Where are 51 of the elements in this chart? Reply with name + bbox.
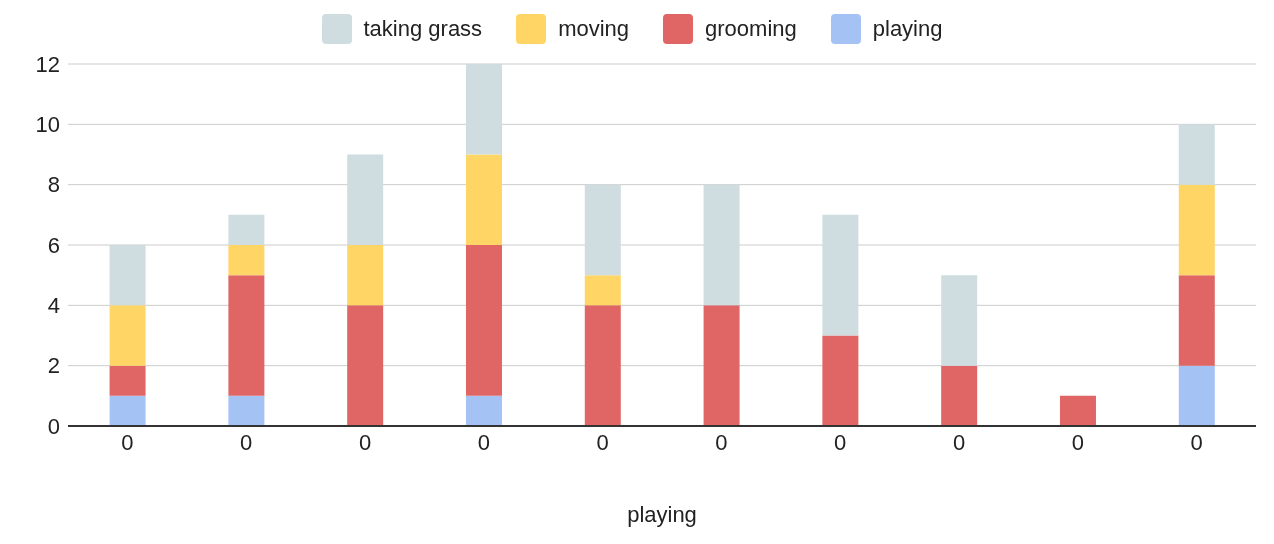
- y-tick-label: 6: [47, 232, 60, 258]
- y-tick-label: 8: [47, 172, 60, 198]
- bar: [1178, 275, 1215, 366]
- x-tick-label: 0: [1190, 429, 1203, 455]
- bar: [941, 365, 978, 426]
- y-tick-label: 12: [35, 51, 60, 77]
- x-tick-label: 0: [477, 429, 490, 455]
- legend-label: grooming: [705, 16, 797, 42]
- y-tick-label: 0: [47, 413, 60, 439]
- bar: [584, 184, 621, 276]
- bar: [1178, 124, 1215, 185]
- bar: [109, 365, 146, 396]
- bar: [109, 245, 146, 306]
- bar: [109, 395, 146, 426]
- bar: [109, 305, 146, 366]
- x-tick-label: 0: [358, 429, 372, 455]
- bar: [1059, 395, 1096, 426]
- y-tick-label: 4: [47, 293, 60, 319]
- bar: [703, 184, 740, 306]
- legend-label: taking grass: [363, 16, 483, 42]
- legend-label: playing: [872, 16, 943, 42]
- bar: [465, 64, 502, 155]
- x-tick-label: 0: [952, 429, 966, 455]
- bar: [347, 305, 384, 426]
- y-tick-label: 10: [35, 112, 60, 138]
- bar: [347, 245, 384, 306]
- bar: [822, 214, 859, 336]
- x-tick-label: 0: [596, 429, 609, 455]
- bar: [465, 395, 502, 426]
- bar: [228, 245, 265, 276]
- x-tick-label: 0: [834, 429, 847, 455]
- bar: [1178, 365, 1215, 426]
- x-axis-title: playing: [627, 502, 697, 527]
- bar: [584, 305, 621, 426]
- bar: [465, 245, 502, 396]
- bar: [465, 154, 502, 245]
- bar: [228, 395, 265, 426]
- x-tick-label: 0: [1071, 429, 1084, 455]
- bar: [228, 275, 265, 396]
- x-tick-label: 0: [240, 429, 253, 455]
- bar: [822, 335, 859, 426]
- legend-label: moving: [558, 16, 630, 42]
- bar: [941, 275, 978, 366]
- x-tick-label: 0: [121, 429, 134, 455]
- bar: [347, 154, 384, 245]
- bar: [1178, 184, 1215, 276]
- bar: [228, 214, 265, 245]
- x-tick-label: 0: [715, 429, 728, 455]
- y-tick-label: 2: [47, 353, 60, 379]
- bar: [703, 305, 740, 426]
- bar: [584, 275, 621, 306]
